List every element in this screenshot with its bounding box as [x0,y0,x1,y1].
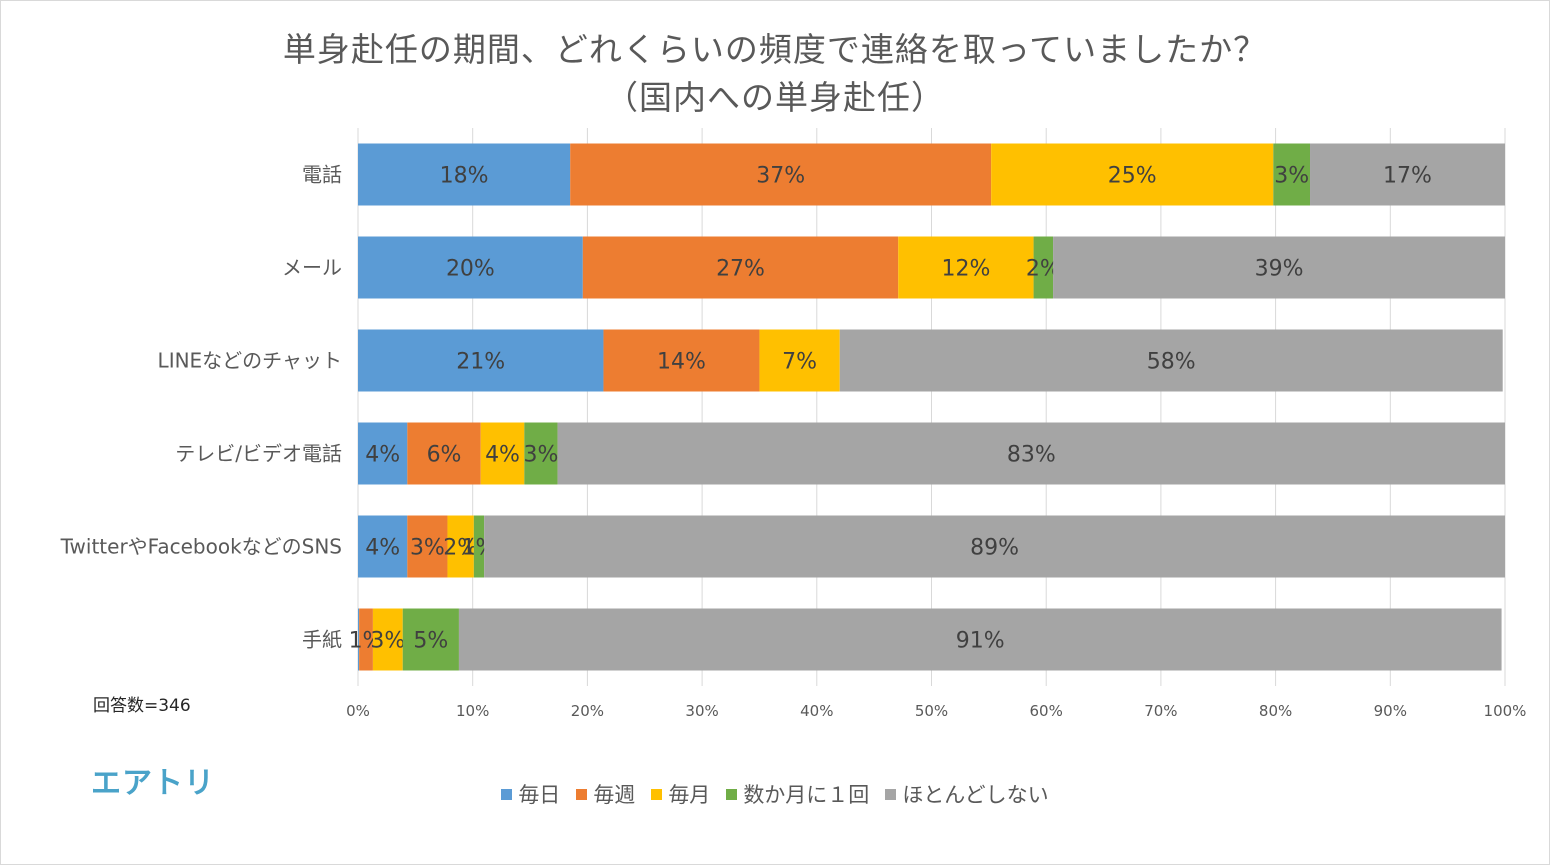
brand-logo: エアトリ [91,766,215,801]
bar-segment [358,236,583,299]
data-label: 91% [956,629,1005,654]
legend-item: 毎月 [651,779,710,809]
bar-segment [358,143,571,206]
bar-segment [407,515,448,578]
bar-segment [402,608,459,671]
chart-title: 単身赴任の期間、どれくらいの頻度で連絡を取っていましたか？ [282,30,1268,69]
legend-swatch [501,788,513,800]
bar-segment [557,422,1505,485]
data-label: 20% [446,257,495,282]
bar-segment [372,608,403,671]
x-tick-label: 0% [346,702,370,720]
category-label: テレビ/ビデオ電話 [175,442,342,466]
bar-segment [898,236,1034,299]
bar-segment [1273,143,1311,206]
bar-segment [570,143,992,206]
bar-segment [358,329,604,392]
data-label: 4% [365,443,400,468]
bar-segment [458,608,1502,671]
data-label: 58% [1147,350,1196,375]
category-label: LINEなどのチャット [158,349,342,373]
data-label: 21% [456,350,505,375]
x-tick-label: 100% [1484,702,1527,720]
legend-label: 毎日 [518,783,561,807]
legend-item: 毎日 [501,779,560,809]
data-label: 5% [413,629,448,654]
data-label: 39% [1255,257,1304,282]
bar-segment [359,608,373,671]
bar-segment [407,422,481,485]
category-label: メール [282,256,342,280]
chart-subtitle: （国内への単身赴任） [605,78,945,117]
bar-segment [484,515,1505,578]
x-tick-label: 60% [1030,702,1063,720]
legend-item: ほとんどしない [885,779,1049,809]
bar-segment [358,608,360,671]
legend-swatch [726,788,738,800]
category-label: 電話 [302,163,342,187]
bar-segment [480,422,525,485]
bar-segment [582,236,899,299]
category-label: TwitterやFacebookなどのSNS [60,535,342,559]
chart-legend: 毎日 毎週 毎月 数か月に１回 ほとんどしない [1,779,1549,809]
legend-item: 毎週 [576,779,635,809]
data-label: 14% [657,350,706,375]
legend-swatch [576,788,588,800]
legend-label: 毎月 [668,783,711,807]
data-label: 7% [782,350,817,375]
bar-segment [603,329,760,392]
x-tick-label: 70% [1144,702,1177,720]
x-tick-label: 50% [915,702,948,720]
bar-segment [839,329,1503,392]
x-tick-label: 40% [800,702,833,720]
x-tick-label: 10% [456,702,489,720]
x-tick-label: 20% [571,702,604,720]
bar-segment [524,422,558,485]
data-label: 3% [1274,164,1309,189]
x-tick-label: 80% [1259,702,1292,720]
data-label: 2% [443,536,478,561]
legend-label: ほとんどしない [902,783,1049,807]
bar-segment [759,329,840,392]
data-label: 25% [1108,164,1157,189]
legend-label: 数か月に１回 [743,783,870,807]
x-tick-label: 90% [1374,702,1407,720]
data-label: 17% [1383,164,1432,189]
x-tick-label: 30% [685,702,718,720]
bar-segment [1310,143,1505,206]
bar-segment [991,143,1274,206]
data-label: 3% [523,443,558,468]
bar-segment [1053,236,1505,299]
data-label: 37% [756,164,805,189]
data-label: 27% [716,257,765,282]
bar-segment [1033,236,1054,299]
data-label: 3% [370,629,405,654]
respondent-count-note: 回答数=346 [93,696,191,716]
legend-swatch [651,788,663,800]
legend-swatch [885,788,897,800]
bar-segment [447,515,474,578]
legend-label: 毎週 [593,783,636,807]
bar-segment [358,515,408,578]
data-label: 18% [440,164,489,189]
bar-segment [358,422,408,485]
data-label: 89% [970,536,1019,561]
data-label: 6% [427,443,462,468]
category-label: 手紙 [302,628,342,652]
data-label: 4% [485,443,520,468]
data-label: 83% [1007,443,1056,468]
legend-item: 数か月に１回 [726,779,869,809]
data-label: 12% [941,257,990,282]
data-label: 4% [365,536,400,561]
bar-segment [473,515,485,578]
data-label: 3% [410,536,445,561]
